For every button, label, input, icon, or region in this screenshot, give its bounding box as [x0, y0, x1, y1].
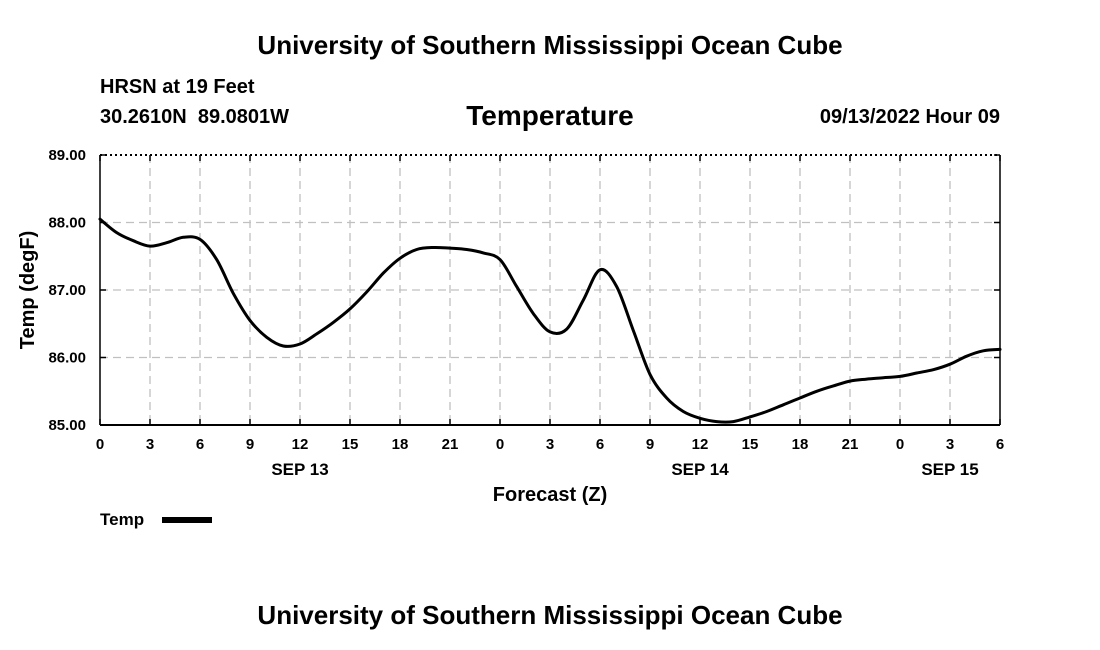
x-tick-label: 18 [392, 436, 409, 453]
date-label: SEP 15 [921, 460, 978, 479]
x-tick-label: 3 [146, 436, 154, 453]
y-axis-title: Temp (degF) [17, 231, 39, 350]
y-tick-label: 85.00 [48, 417, 86, 434]
x-tick-label: 15 [342, 436, 359, 453]
chart-title: Temperature [466, 100, 634, 131]
date-label: SEP 13 [271, 460, 328, 479]
x-tick-label: 12 [692, 436, 709, 453]
x-tick-label: 6 [996, 436, 1004, 453]
x-tick-label: 21 [442, 436, 459, 453]
x-tick-label: 6 [596, 436, 604, 453]
x-tick-label: 0 [96, 436, 104, 453]
x-tick-label: 9 [646, 436, 654, 453]
x-tick-label: 21 [842, 436, 859, 453]
x-axis-title: Forecast (Z) [493, 484, 607, 506]
x-tick-label: 3 [946, 436, 954, 453]
x-tick-label: 0 [896, 436, 904, 453]
x-tick-label: 9 [246, 436, 254, 453]
y-tick-label: 89.00 [48, 147, 86, 164]
forecast-datetime: 09/13/2022 Hour 09 [819, 106, 1000, 128]
x-tick-label: 18 [792, 436, 809, 453]
y-tick-label: 88.00 [48, 215, 86, 232]
date-label: SEP 14 [671, 460, 729, 479]
station-coordinates: 30.2610N 89.0801W [100, 106, 290, 128]
footer-title: University of Southern Mississippi Ocean… [257, 600, 843, 630]
legend-label: Temp [100, 510, 145, 529]
x-tick-label: 6 [196, 436, 204, 453]
y-tick-label: 87.00 [48, 282, 86, 299]
y-tick-label: 86.00 [48, 350, 86, 367]
chart-main-title: University of Southern Mississippi Ocean… [257, 30, 843, 60]
x-tick-label: 3 [546, 436, 554, 453]
station-label: HRSN at 19 Feet [100, 76, 255, 98]
x-tick-label: 0 [496, 436, 504, 453]
x-tick-label: 15 [742, 436, 759, 453]
x-tick-label: 12 [292, 436, 309, 453]
series-line-temp [98, 217, 1002, 424]
legend-line-swatch [162, 517, 212, 523]
